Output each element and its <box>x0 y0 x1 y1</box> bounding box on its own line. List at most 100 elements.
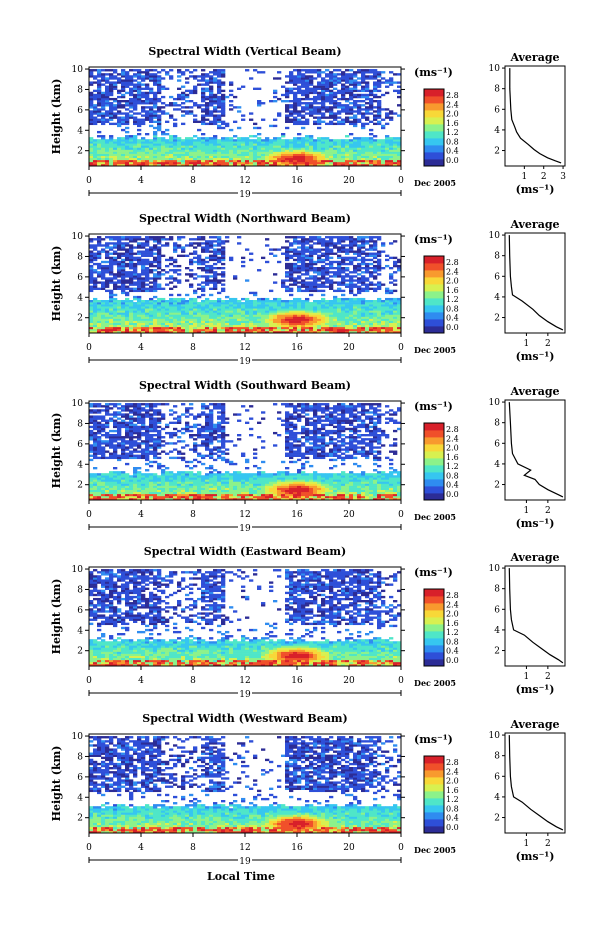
heatmap-cell <box>277 141 282 144</box>
heatmap-cell <box>305 118 310 121</box>
heatmap-cell <box>317 71 322 74</box>
heatmap-cell <box>353 157 358 161</box>
heatmap-cell <box>329 250 334 253</box>
heatmap-cell <box>293 155 298 159</box>
heatmap-cell <box>105 322 110 326</box>
heatmap-cell <box>225 316 230 319</box>
heatmap-cell <box>293 95 298 99</box>
heatmap-cell <box>89 287 94 290</box>
heatmap-cell <box>233 318 238 321</box>
heatmap-cell <box>93 151 98 154</box>
heatmap-cell <box>241 161 246 165</box>
heatmap-cell <box>385 151 390 154</box>
heatmap-cell <box>213 145 218 148</box>
heatmap-cell <box>197 320 202 323</box>
heatmap-cell <box>293 248 298 251</box>
heatmap-cell <box>177 75 182 78</box>
heatmap-cell <box>281 320 286 323</box>
heatmap-cell <box>145 133 150 136</box>
heatmap-cell <box>361 93 366 97</box>
heatmap-cell <box>333 271 338 274</box>
heatmap-cell <box>365 110 370 113</box>
heatmap-cell <box>209 112 214 115</box>
heatmap-cell <box>321 264 326 268</box>
heatmap-cell <box>241 310 246 313</box>
heatmap-cell <box>129 250 134 253</box>
heatmap-cell <box>101 419 106 422</box>
heatmap-cell <box>189 269 194 272</box>
heatmap-cell <box>361 250 366 253</box>
heatmap-cell <box>349 120 354 123</box>
heatmap-cell <box>141 283 146 286</box>
heatmap-cell <box>373 246 378 249</box>
heatmap-cell <box>349 149 354 152</box>
heatmap-cell <box>269 312 274 315</box>
heatmap-cell <box>265 320 270 323</box>
heatmap-cell <box>97 254 102 257</box>
heatmap-cell <box>289 161 294 165</box>
heatmap-cell <box>297 326 302 330</box>
heatmap-cell <box>321 289 326 293</box>
heatmap-cell <box>325 87 330 90</box>
heatmap-cell <box>349 238 354 241</box>
heatmap-cell <box>113 161 118 165</box>
heatmap-cell <box>321 260 326 264</box>
avg-y-tick-label: 8 <box>494 85 500 95</box>
heatmap-cell <box>121 128 126 132</box>
heatmap-cell <box>241 302 246 305</box>
heatmap-cell <box>289 159 294 163</box>
heatmap-cell <box>361 267 366 270</box>
heatmap-cell <box>137 95 142 99</box>
heatmap-cell <box>101 456 106 460</box>
heatmap-cell <box>105 497 110 501</box>
heatmap-cell <box>105 147 110 150</box>
heatmap-cell <box>137 159 142 163</box>
heatmap-cell <box>313 151 318 154</box>
heatmap-cell <box>201 77 206 80</box>
heatmap-cell <box>105 254 110 257</box>
colorbar-tick-label: 1.6 <box>446 119 459 128</box>
heatmap-cell <box>153 73 158 76</box>
heatmap-cell <box>245 143 250 146</box>
heatmap-cell <box>309 328 314 332</box>
heatmap-cell <box>393 312 398 315</box>
heatmap-cell <box>261 71 266 74</box>
heatmap-cell <box>225 320 230 323</box>
heatmap-cell <box>333 252 338 255</box>
heatmap-cell <box>349 93 354 97</box>
heatmap-cell <box>317 102 322 105</box>
heatmap-cell <box>317 285 322 288</box>
heatmap-cell <box>381 163 386 167</box>
heatmap-cell <box>133 281 138 284</box>
heatmap-cell <box>321 302 326 305</box>
heatmap-cell <box>317 273 322 276</box>
heatmap-cell <box>249 159 254 163</box>
heatmap-cell <box>229 324 234 328</box>
heatmap-cell <box>141 250 146 253</box>
heatmap-cell <box>129 314 134 317</box>
heatmap-cell <box>221 320 226 323</box>
heatmap-cell <box>321 114 326 117</box>
heatmap-cell <box>357 108 362 111</box>
heatmap-cell <box>301 310 306 313</box>
heatmap-cell <box>241 324 246 328</box>
heatmap-cell <box>265 145 270 148</box>
heatmap-cell <box>93 93 98 97</box>
heatmap-cell <box>349 302 354 305</box>
heatmap-cell <box>161 137 166 140</box>
heatmap-cell <box>313 91 318 95</box>
heatmap-cell <box>393 279 398 282</box>
heatmap-cell <box>297 81 302 84</box>
heatmap-cell <box>105 302 110 305</box>
heatmap-cell <box>217 240 222 243</box>
heatmap-cell <box>289 153 294 156</box>
heatmap-cell <box>289 275 294 278</box>
heatmap-cell <box>329 110 334 113</box>
heatmap-cell <box>377 302 382 305</box>
heatmap-cell <box>105 79 110 82</box>
heatmap-cell <box>377 252 382 255</box>
heatmap-cell <box>357 149 362 152</box>
heatmap-cell <box>209 328 214 332</box>
heatmap-cell <box>105 310 110 313</box>
heatmap-cell <box>305 112 310 115</box>
